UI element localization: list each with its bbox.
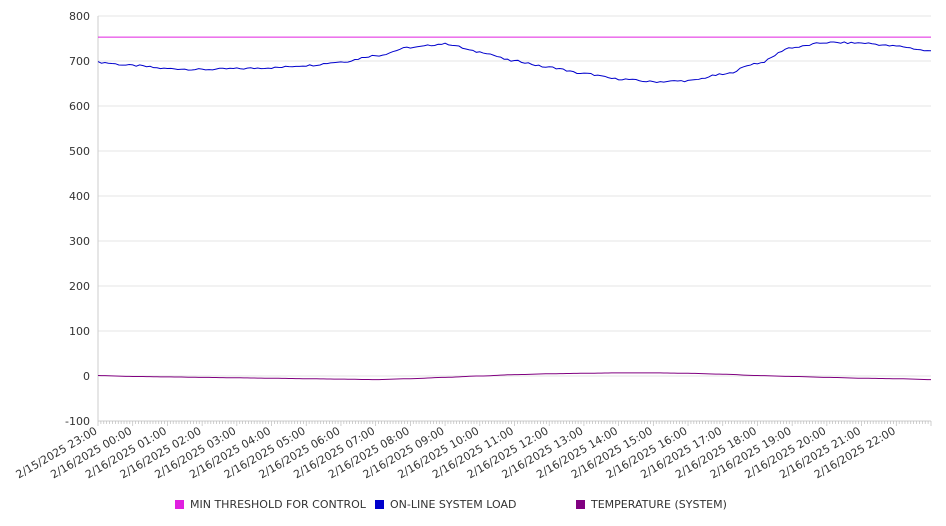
y-tick-label: 400 bbox=[69, 190, 90, 203]
series-line-temperature bbox=[97, 372, 932, 381]
y-tick-label: 600 bbox=[69, 100, 90, 113]
legend-swatch-min-threshold bbox=[175, 500, 184, 509]
legend-label-min-threshold: MIN THRESHOLD FOR CONTROL bbox=[190, 498, 366, 511]
legend-item-min-threshold[interactable]: MIN THRESHOLD FOR CONTROL bbox=[175, 498, 366, 511]
y-tick-label: -100 bbox=[65, 415, 90, 428]
y-axis-ticks: -100 0 100 200 300 400 500 600 700 800 bbox=[65, 10, 90, 428]
y-tick-label: 0 bbox=[83, 370, 90, 383]
legend-label-temperature: TEMPERATURE (SYSTEM) bbox=[591, 498, 727, 511]
y-tick-label: 800 bbox=[69, 10, 90, 23]
axes bbox=[97, 16, 932, 426]
y-tick-label: 200 bbox=[69, 280, 90, 293]
legend-swatch-system-load bbox=[375, 500, 384, 509]
y-tick-label: 100 bbox=[69, 325, 90, 338]
legend-item-system-load[interactable]: ON-LINE SYSTEM LOAD bbox=[375, 498, 516, 511]
legend-item-temperature[interactable]: TEMPERATURE (SYSTEM) bbox=[576, 498, 727, 511]
y-tick-label: 500 bbox=[69, 145, 90, 158]
series-lines bbox=[97, 36, 932, 381]
grid-lines bbox=[98, 15, 931, 422]
legend-label-system-load: ON-LINE SYSTEM LOAD bbox=[390, 498, 517, 511]
legend: MIN THRESHOLD FOR CONTROL ON-LINE SYSTEM… bbox=[0, 498, 946, 514]
legend-swatch-temperature bbox=[576, 500, 585, 509]
x-axis-ticks: 2/15/2025 23:002/16/2025 00:002/16/2025 … bbox=[14, 424, 898, 481]
y-tick-label: 300 bbox=[69, 235, 90, 248]
series-line-system-load bbox=[97, 41, 932, 83]
y-tick-label: 700 bbox=[69, 55, 90, 68]
